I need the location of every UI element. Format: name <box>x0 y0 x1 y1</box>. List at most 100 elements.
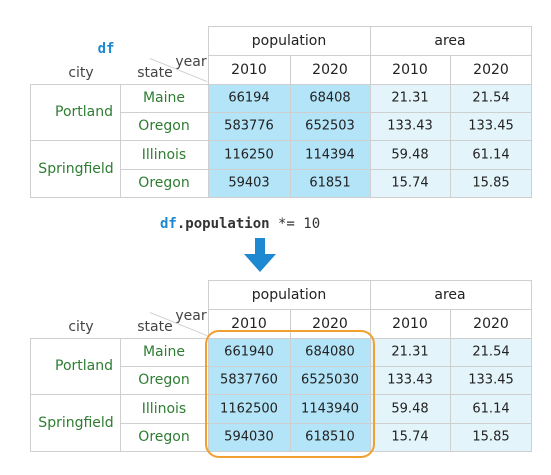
table-cell: 133.43 <box>387 118 433 134</box>
col-line <box>450 309 451 451</box>
operation-code: df.population *= 10 <box>160 216 320 232</box>
group-header-area: area <box>434 33 466 49</box>
operation-rest: *= 10 <box>269 216 321 232</box>
header-bottom-line <box>30 338 532 339</box>
index-name-city: city <box>68 319 94 335</box>
year-header: 2020 <box>473 316 509 332</box>
city-divider-line <box>30 394 120 395</box>
col-line <box>208 280 209 451</box>
index-name-state: state <box>137 65 173 81</box>
population-cell-bg <box>208 140 370 169</box>
area-cell-bg <box>370 169 532 197</box>
index-border-line <box>120 84 121 197</box>
table-cell: 652503 <box>305 118 355 134</box>
table-cell: 583776 <box>224 118 274 134</box>
col-line <box>370 26 371 197</box>
table-cell: 1143940 <box>301 401 359 417</box>
table-cell: 5837760 <box>220 372 278 388</box>
down-arrow-icon <box>244 238 276 272</box>
col-line <box>531 280 532 451</box>
city-label: Springfield <box>38 415 114 431</box>
column-name-year: year <box>175 54 207 70</box>
table-cell: 661940 <box>224 344 274 360</box>
table-cell: 21.54 <box>472 344 510 360</box>
city-label: Springfield <box>38 161 114 177</box>
table-cell: 21.31 <box>391 90 429 106</box>
area-cell-bg <box>370 338 532 366</box>
table-cell: 59.48 <box>391 401 429 417</box>
city-divider-line <box>30 140 120 141</box>
table-cell: 59.48 <box>391 147 429 163</box>
table-cell: 15.85 <box>472 429 510 445</box>
table-cell: 684080 <box>305 344 355 360</box>
row-line <box>120 140 532 141</box>
area-cell-bg <box>370 140 532 169</box>
group-header-population: population <box>251 33 327 49</box>
city-label: Portland <box>55 104 113 120</box>
dataframe-before: population area 2010 2020 2010 2020 df city stat… <box>0 0 551 200</box>
index-border-line <box>120 338 121 451</box>
population-highlight <box>205 330 375 458</box>
row-line <box>120 169 532 170</box>
table-cell: 15.74 <box>391 429 429 445</box>
area-cell-bg <box>370 112 532 140</box>
state-label: Oregon <box>138 429 190 445</box>
city-label: Portland <box>55 358 113 374</box>
table-bottom-line <box>30 197 532 198</box>
dataframe-after: population area 2010 2020 2010 2020 city state y… <box>0 254 551 454</box>
column-name-year: year <box>175 308 207 324</box>
table-cell: 15.85 <box>472 175 510 191</box>
table-cell: 6525030 <box>301 372 359 388</box>
table-cell: 618510 <box>305 429 355 445</box>
year-header: 2010 <box>392 316 428 332</box>
row-line <box>120 423 532 424</box>
table-cell: 15.74 <box>391 175 429 191</box>
population-cell-bg <box>208 338 370 366</box>
population-cell-bg <box>208 84 370 112</box>
population-cell-bg <box>208 394 370 423</box>
year-header: 2010 <box>392 62 428 78</box>
index-border-line <box>30 84 31 197</box>
year-header: 2020 <box>312 316 348 332</box>
population-cell-bg <box>208 423 370 451</box>
row-line <box>120 112 532 113</box>
area-cell-bg <box>370 366 532 394</box>
df-label: df <box>97 41 115 57</box>
index-name-state: state <box>137 319 173 335</box>
table-cell: 66194 <box>228 90 270 106</box>
table-cell: 116250 <box>224 147 274 163</box>
table-cell: 21.31 <box>391 344 429 360</box>
state-label: Illinois <box>141 401 187 417</box>
population-cell-bg <box>208 366 370 394</box>
state-label: Oregon <box>138 118 190 134</box>
col-line <box>370 280 371 451</box>
row-line <box>120 366 532 367</box>
table-cell: 68408 <box>309 90 351 106</box>
table-cell: 61851 <box>309 175 351 191</box>
population-cell-bg <box>208 112 370 140</box>
state-label: Oregon <box>138 372 190 388</box>
area-cell-bg <box>370 84 532 112</box>
state-label: Maine <box>142 344 186 360</box>
group-header-area: area <box>434 287 466 303</box>
table-cell: 594030 <box>224 429 274 445</box>
area-cell-bg <box>370 423 532 451</box>
table-cell: 61.14 <box>472 401 510 417</box>
operation-df: df <box>160 216 177 232</box>
table-cell: 59403 <box>228 175 270 191</box>
operation-line: df.population *= 10 <box>0 212 551 236</box>
col-line <box>290 55 291 197</box>
year-header: 2020 <box>473 62 509 78</box>
area-cell-bg <box>370 394 532 423</box>
index-name-city: city <box>68 65 94 81</box>
state-label: Maine <box>142 90 186 106</box>
col-line <box>290 309 291 451</box>
group-header-population: population <box>251 287 327 303</box>
operation-attr: .population <box>176 216 270 232</box>
table-cell: 1162500 <box>220 401 278 417</box>
state-label: Oregon <box>138 175 190 191</box>
col-line <box>208 26 209 197</box>
table-cell: 133.43 <box>387 372 433 388</box>
col-line <box>450 55 451 197</box>
table-cell: 114394 <box>305 147 355 163</box>
